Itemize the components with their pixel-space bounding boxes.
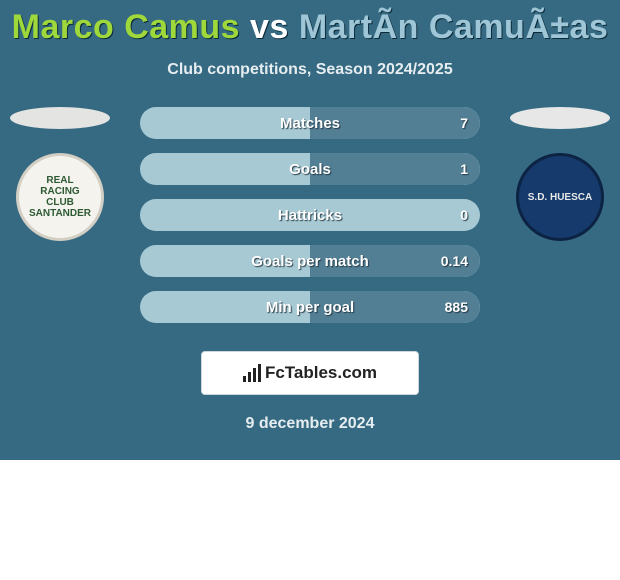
stat-label: Hattricks [278,207,342,224]
stats-arena: REAL RACING CLUB SANTANDER S.D. HUESCA M… [0,107,620,323]
club-badge-right: S.D. HUESCA [516,153,604,241]
stat-value-right: 885 [445,299,468,315]
stat-value-right: 7 [460,115,468,131]
stat-row: Matches 7 [140,107,480,139]
player-left-column: REAL RACING CLUB SANTANDER [0,107,120,241]
title-player-right: MartÃ­n CamuÃ±as [299,8,609,46]
stat-label: Goals per match [251,253,369,270]
player-right-silhouette [510,107,610,129]
stat-value-right: 0.14 [441,253,468,269]
title-player-left: Marco Camus [12,8,240,46]
stat-value-right: 0 [460,207,468,223]
stat-label: Matches [280,115,340,132]
stat-value-right: 1 [460,161,468,177]
page-title: Marco Camus vs MartÃ­n CamuÃ±as [0,0,620,47]
title-vs: vs [250,8,299,46]
stat-row: Min per goal 885 [140,291,480,323]
brand-watermark: FcTables.com [201,351,419,395]
bar-chart-icon [243,364,261,382]
club-badge-left-label: REAL RACING CLUB SANTANDER [27,175,93,219]
subtitle: Club competitions, Season 2024/2025 [0,61,620,79]
comparison-frame: Marco Camus vs MartÃ­n CamuÃ±as Club com… [0,0,620,460]
stats-list: Matches 7 Goals 1 Hattricks 0 Goals per match 0… [140,107,480,323]
stat-label: Min per goal [266,299,354,316]
snapshot-date: 9 december 2024 [0,415,620,433]
stat-row: Goals per match 0.14 [140,245,480,277]
stat-row: Goals 1 [140,153,480,185]
brand-text: FcTables.com [265,363,377,383]
stat-label: Goals [289,161,331,178]
club-badge-left: REAL RACING CLUB SANTANDER [16,153,104,241]
club-badge-right-label: S.D. HUESCA [528,192,592,203]
stat-fill-right [310,153,480,185]
player-left-silhouette [10,107,110,129]
player-right-column: S.D. HUESCA [500,107,620,241]
stat-row: Hattricks 0 [140,199,480,231]
